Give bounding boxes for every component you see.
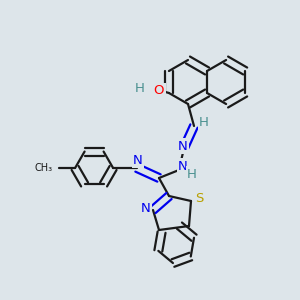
Text: H: H xyxy=(199,116,209,130)
Text: N: N xyxy=(133,154,143,166)
Text: N: N xyxy=(141,202,151,215)
Text: N: N xyxy=(178,160,188,172)
Text: H: H xyxy=(135,82,145,94)
Text: CH₃: CH₃ xyxy=(35,163,53,173)
Text: N: N xyxy=(178,140,188,152)
Text: S: S xyxy=(195,193,203,206)
Text: O: O xyxy=(154,85,164,98)
Text: H: H xyxy=(187,167,197,181)
